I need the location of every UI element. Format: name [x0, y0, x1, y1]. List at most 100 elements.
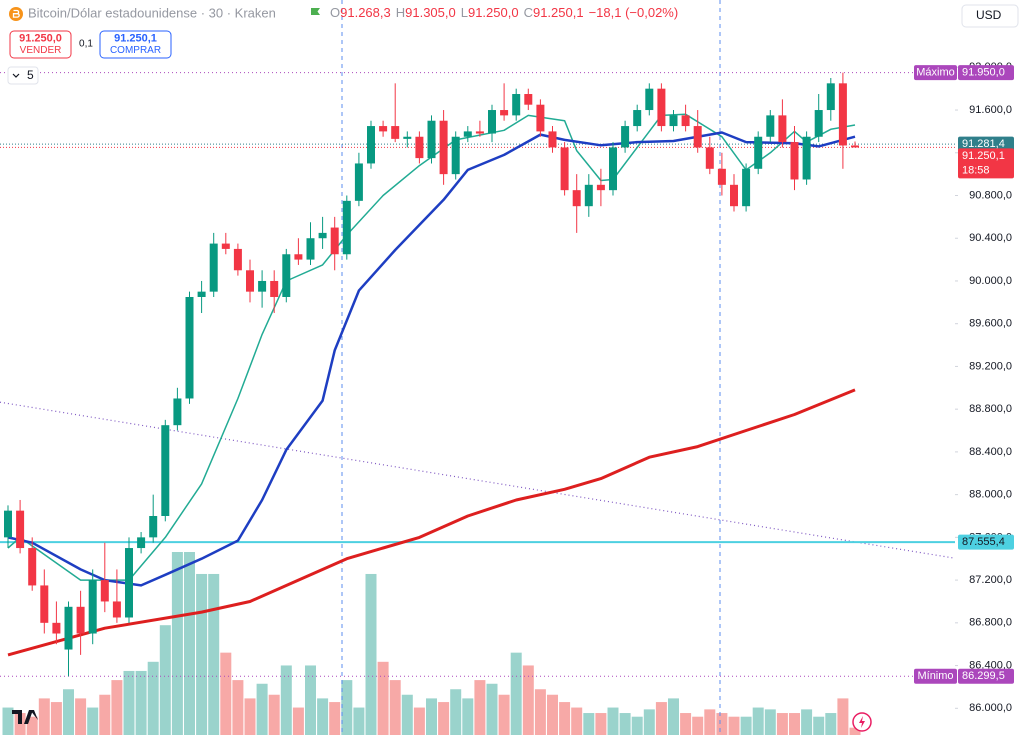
candle-body: [233, 248, 242, 271]
candle-body: [778, 115, 787, 143]
candle-body: [415, 136, 424, 159]
indicators-count[interactable]: 5: [27, 68, 34, 82]
candle-body: [705, 147, 714, 169]
volume-bar: [111, 680, 123, 735]
candle-body: [693, 126, 702, 148]
quantity[interactable]: 0,1: [79, 39, 93, 50]
volume-bar: [244, 698, 256, 735]
moving-average: [7, 388, 856, 657]
sell-label[interactable]: VENDER: [20, 45, 62, 56]
moving-average: [7, 113, 856, 581]
candle-body: [221, 243, 230, 249]
candle-body: [814, 110, 823, 137]
volume-bar: [256, 683, 268, 735]
volume-bar: [14, 713, 26, 735]
buy-price[interactable]: 91.250,1: [114, 32, 157, 44]
candle-body: [173, 398, 182, 426]
candle-body: [826, 83, 835, 111]
y-tick-label: 89.200,0: [969, 360, 1012, 372]
volume-bar: [728, 716, 740, 735]
volume-bar: [63, 689, 74, 735]
candle-body: [100, 580, 109, 602]
volume-bar: [764, 709, 776, 735]
candle-body: [64, 606, 73, 650]
volume-bar: [232, 680, 244, 735]
trend-line: [0, 401, 955, 559]
candle-body: [137, 537, 146, 549]
indicators: [7, 113, 856, 657]
buy-button[interactable]: [99, 30, 172, 59]
volume-bar: [50, 702, 62, 735]
ohlc-values: O91.268,3 H91.305,0 L91.250,0 C91.250,1 −18,…: [330, 5, 678, 20]
price-tag-name-box: [914, 65, 957, 81]
candle-body: [318, 232, 327, 239]
currency[interactable]: USD: [976, 8, 1002, 22]
candle-body: [185, 296, 194, 399]
buy-label[interactable]: COMPRAR: [110, 45, 161, 56]
countdown: 18:58: [962, 164, 990, 176]
sell-price[interactable]: 91.250,0: [19, 32, 62, 44]
volume-bar: [813, 716, 825, 735]
candle-body: [270, 280, 279, 297]
ohlc-key: H: [396, 5, 405, 20]
volume-bar: [26, 716, 38, 735]
ohlc-value: 91.250,0: [468, 5, 519, 20]
ohlc-key: O: [330, 5, 340, 20]
symbol-title: Bitcoin/Dólar estadounidense · 30 · Krak…: [28, 5, 276, 20]
y-tick-label: 91.600,0: [969, 104, 1012, 116]
volume-bar: [147, 661, 159, 735]
volume-bar: [135, 670, 147, 735]
candle-body: [88, 580, 97, 634]
volume-bar: [317, 698, 329, 735]
volume-bar: [619, 713, 631, 735]
currency-button[interactable]: [961, 4, 1019, 28]
candle-body: [838, 83, 847, 146]
volume-bar: [75, 698, 87, 735]
volume-bar: [595, 713, 607, 735]
volume-bar: [643, 709, 655, 735]
candle-body: [536, 104, 545, 132]
price-tag: [958, 534, 1014, 550]
candle-body: [730, 184, 738, 207]
candle-body: [500, 110, 509, 116]
volume-bar: [280, 665, 292, 735]
y-tick-label: 86.000,0: [969, 702, 1012, 714]
y-tick-label: 87.200,0: [969, 574, 1012, 586]
candle-body: [742, 168, 751, 207]
bolt-icon[interactable]: [859, 716, 865, 728]
indicators-toggle[interactable]: [7, 66, 39, 85]
candle-body: [427, 120, 436, 159]
y-tick-label: 86.400,0: [969, 659, 1012, 671]
volume-bar: [377, 661, 389, 735]
y-tick-label: 88.800,0: [969, 403, 1012, 415]
volume-bar: [87, 707, 99, 735]
volume-bar: [680, 713, 692, 735]
volume-bar: [365, 573, 377, 735]
volume-bar: [450, 689, 462, 735]
price-tag-label: 86.299,5: [962, 670, 1005, 682]
volume-bar: [547, 694, 558, 735]
candle-body: [754, 136, 763, 169]
candle-body: [354, 163, 363, 201]
candle-body: [681, 115, 690, 127]
price-tag-name: Máximo: [916, 67, 955, 79]
volume-bar: [607, 707, 619, 735]
volume-bar: [825, 713, 837, 735]
candle-body: [596, 184, 605, 191]
ohlc-value: 91.305,0: [405, 5, 456, 20]
volume-bar: [510, 652, 522, 735]
price-tag-label: 91.281,4: [962, 138, 1005, 150]
chevron[interactable]: [12, 73, 20, 78]
price-tag-label: 91.250,1: [962, 150, 1005, 162]
volume-bar: [184, 552, 195, 735]
sell-button[interactable]: [9, 30, 72, 59]
volume-bar: [462, 698, 474, 735]
volume-bar: [704, 709, 716, 735]
candle-body: [633, 110, 642, 127]
y-tick-label: 86.800,0: [969, 617, 1012, 629]
ohlc-value: 91.250,1: [533, 5, 584, 20]
volume-bar: [583, 713, 595, 735]
candle-body: [391, 126, 400, 139]
volume-bar: [474, 680, 486, 735]
